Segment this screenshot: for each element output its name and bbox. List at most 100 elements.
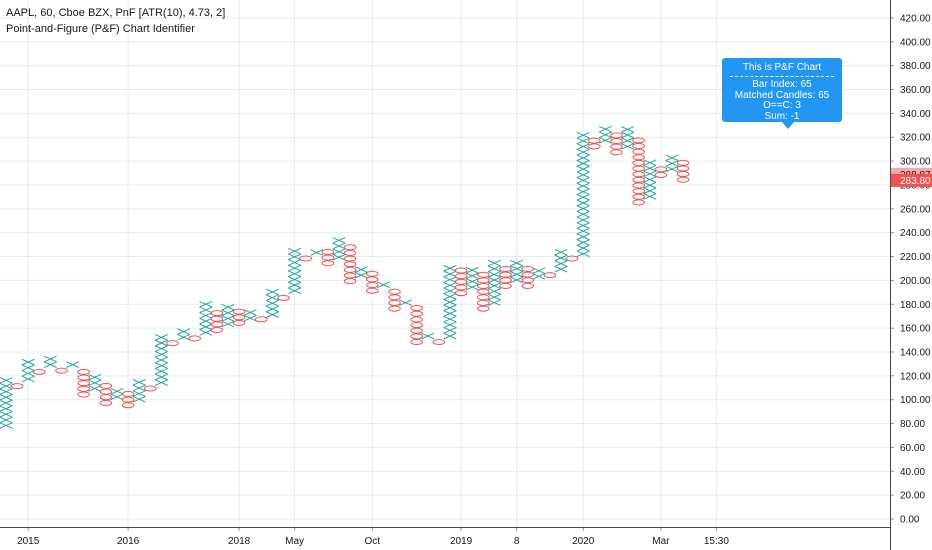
o-column	[77, 368, 90, 398]
o-column	[432, 338, 446, 346]
pnf-label-tooltip: This is P&F Chart Bar Index: 65 Matched …	[722, 58, 842, 122]
x-column	[110, 387, 124, 401]
o-box	[343, 244, 357, 251]
y-tick-label: 300.00	[900, 157, 931, 168]
o-box	[499, 277, 512, 284]
o-box	[632, 171, 646, 178]
o-box	[121, 402, 135, 409]
o-box	[632, 199, 646, 206]
x-column	[598, 125, 612, 144]
x-box	[110, 393, 124, 401]
o-box	[410, 310, 424, 317]
x-box	[576, 250, 590, 257]
o-box	[210, 310, 224, 317]
x-box	[554, 249, 568, 256]
x-box	[265, 299, 279, 307]
x-box	[443, 276, 457, 283]
x-box	[132, 384, 146, 392]
x-box	[598, 137, 612, 144]
x-box	[576, 131, 590, 139]
x-box	[621, 137, 635, 144]
x-box	[0, 399, 13, 407]
x-box	[88, 373, 102, 381]
x-box	[487, 299, 501, 306]
y-tick-label: 120.00	[900, 371, 931, 382]
x-tick-label: 2015	[17, 536, 40, 547]
x-box	[576, 222, 590, 229]
tooltip-matched-candles: Matched Candles: 65	[734, 89, 830, 101]
x-box	[177, 328, 191, 335]
x-box	[554, 254, 568, 262]
y-tick-label: 60.00	[900, 443, 925, 454]
tooltip-bar-index: Bar Index: 65	[752, 79, 812, 90]
x-box	[443, 270, 457, 278]
x-box	[110, 387, 124, 395]
o-box	[632, 142, 646, 150]
o-box	[632, 154, 646, 161]
x-box	[154, 334, 168, 341]
x-tick-label: 15:30	[704, 536, 729, 547]
pnf-columns	[0, 125, 690, 429]
o-box	[144, 385, 157, 392]
y-tick-label: 400.00	[900, 37, 931, 48]
x-column	[154, 334, 168, 386]
price-badge-label: 283.80	[900, 176, 931, 187]
x-column	[421, 332, 435, 340]
x-box	[132, 390, 146, 397]
y-tick-label: 340.00	[900, 109, 931, 120]
x-box	[288, 247, 302, 255]
o-box	[521, 265, 535, 273]
o-box	[610, 132, 623, 139]
o-box	[610, 149, 623, 156]
o-box	[99, 399, 113, 406]
x-box	[21, 375, 35, 383]
x-box	[354, 271, 368, 279]
o-column	[410, 305, 424, 346]
o-box	[343, 272, 357, 279]
x-box	[288, 259, 302, 266]
x-box	[421, 332, 435, 340]
x-box	[199, 312, 213, 319]
x-box	[332, 237, 346, 244]
time-axis[interactable]: 2015 2016 2018 May Oct 2019 8 2020 Mar 15:30	[0, 527, 890, 547]
x-column	[265, 288, 279, 318]
o-column	[55, 367, 68, 374]
price-badge: 283.80	[891, 173, 932, 187]
x-box	[487, 282, 501, 289]
price-axis[interactable]: 0.00 20.00 40.00 60.00 80.00 100.00 120.00 140.…	[890, 0, 931, 550]
o-box	[77, 385, 90, 392]
x-box	[443, 315, 457, 323]
o-column	[99, 382, 113, 406]
x-box	[0, 394, 13, 401]
symbol-title[interactable]: AAPL, 60, Cboe BZX, PnF [ATR(10), 4.73, …	[6, 7, 226, 19]
x-box	[643, 159, 657, 166]
x-box	[288, 276, 302, 283]
x-box	[154, 351, 168, 358]
x-box	[487, 288, 501, 295]
x-box	[0, 388, 13, 395]
o-box	[477, 305, 490, 312]
o-box	[55, 367, 68, 374]
x-box	[576, 239, 590, 246]
y-tick-label: 80.00	[900, 419, 925, 430]
x-column	[621, 126, 635, 150]
x-column	[554, 249, 568, 273]
o-box	[77, 368, 90, 375]
o-box	[121, 390, 135, 397]
x-box	[554, 260, 568, 267]
x-box	[643, 193, 657, 200]
o-column	[454, 267, 468, 297]
x-box	[332, 248, 346, 255]
indicator-title[interactable]: Point-and-Figure (P&F) Chart Identifier	[6, 23, 195, 35]
x-box	[43, 355, 57, 363]
x-box	[310, 249, 324, 256]
x-column	[643, 159, 657, 200]
x-box	[621, 126, 635, 133]
x-box	[465, 278, 479, 285]
x-column	[243, 309, 257, 322]
o-box	[521, 277, 535, 284]
y-tick-label: 320.00	[900, 133, 931, 144]
o-box	[454, 267, 468, 274]
o-box	[343, 261, 357, 268]
